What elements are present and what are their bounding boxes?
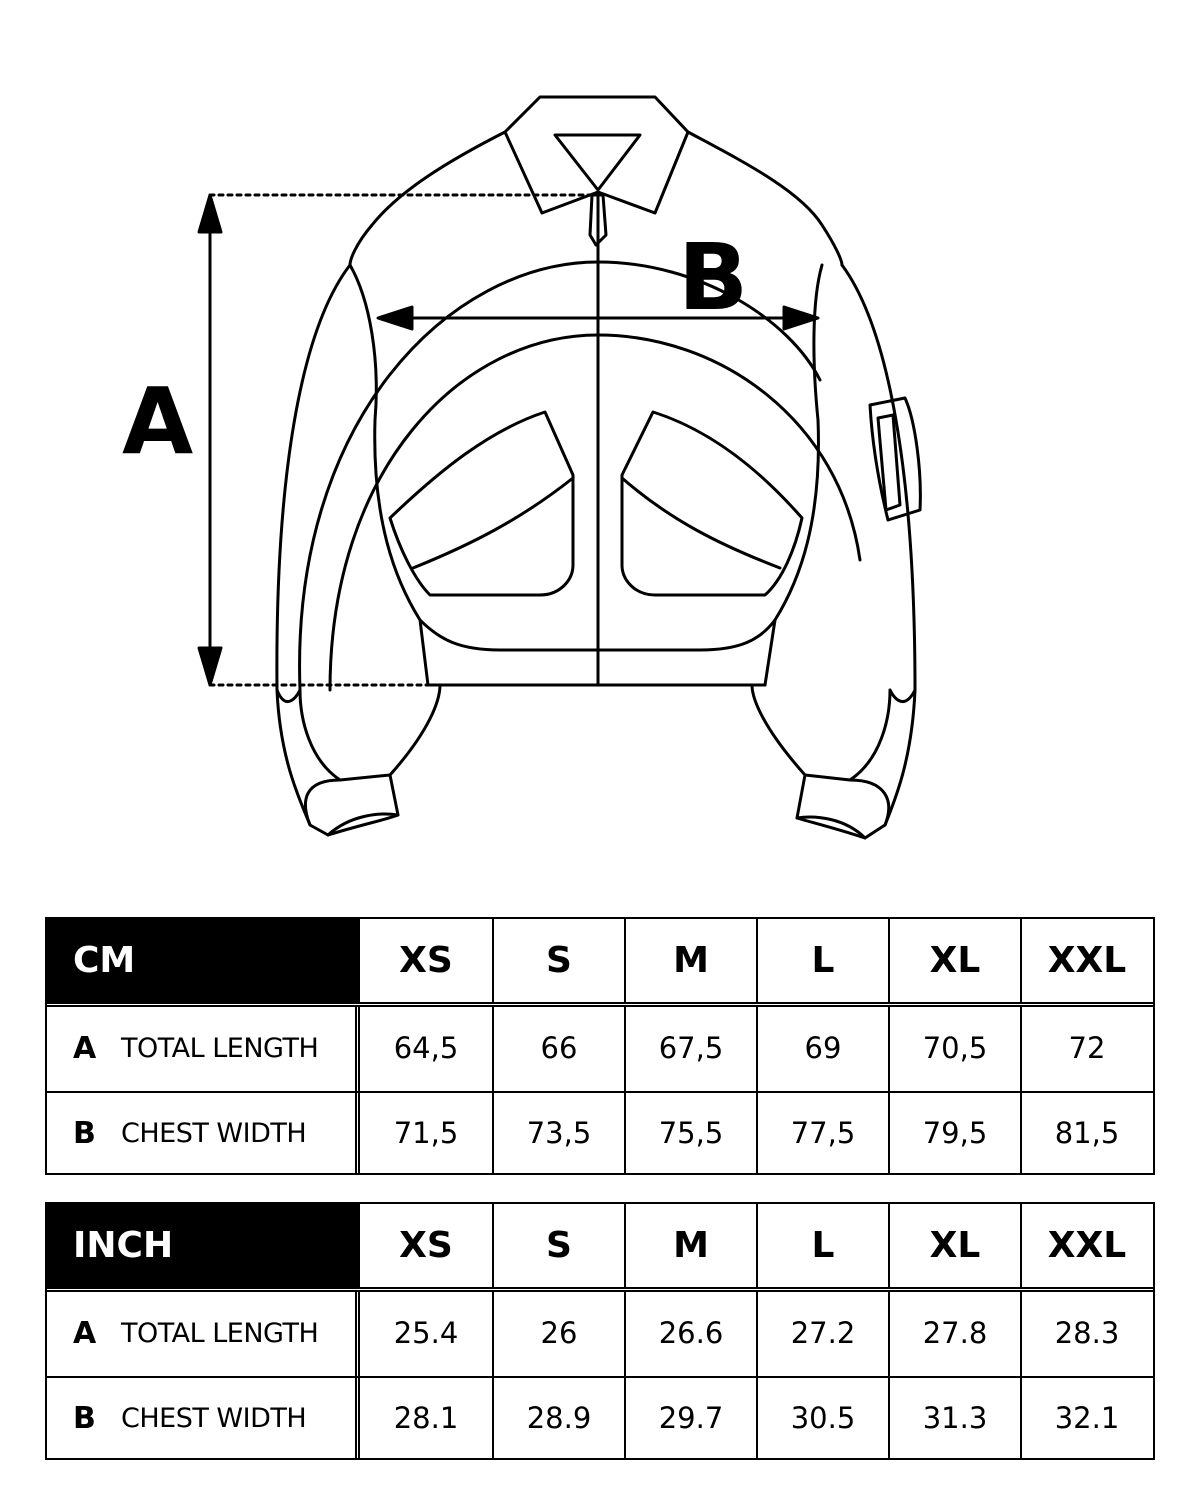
unit-label: INCH	[47, 1204, 360, 1287]
unit-label: CM	[47, 919, 360, 1002]
size-table-cm: CM XS S M L XL XXL A TOTAL LENGTH 64,5 66 67,5 69 70,…	[45, 917, 1155, 1175]
table-cell: 81,5	[1020, 1091, 1152, 1175]
size-header-s: S	[492, 1204, 624, 1287]
table-cell: 67,5	[624, 1005, 756, 1091]
table-cell: 25.4	[393, 1316, 459, 1350]
table-row: B CHEST WIDTH 28.1 28.9 29.7 30.5 31.3 32.1	[47, 1376, 1153, 1460]
table-row: B CHEST WIDTH 71,5 73,5 75,5 77,5 79,5 81,5	[47, 1091, 1153, 1175]
table-cell: 28.1	[393, 1401, 459, 1435]
measurement-label-a: A	[122, 368, 194, 475]
size-header-xl: XL	[888, 1204, 1020, 1287]
measurement-label: A TOTAL LENGTH	[47, 1290, 360, 1376]
table-row: A TOTAL LENGTH 25.4 26 26.6 27.2 27.8 28.3	[47, 1290, 1153, 1378]
table-cell: 70,5	[888, 1005, 1020, 1091]
measurement-name: CHEST WIDTH	[121, 1117, 307, 1149]
measurement-label: B CHEST WIDTH	[47, 1376, 360, 1460]
measurement-name: TOTAL LENGTH	[121, 1317, 319, 1349]
measurement-name: TOTAL LENGTH	[121, 1032, 319, 1064]
measurement-key: B	[73, 1115, 96, 1151]
table-cell: 71,5	[393, 1116, 459, 1150]
table-cell: 27.8	[888, 1290, 1020, 1376]
size-header-s: S	[492, 919, 624, 1002]
size-header-xxl: XXL	[1020, 1204, 1152, 1287]
table-cell: 77,5	[756, 1091, 888, 1175]
size-header-l: L	[756, 1204, 888, 1287]
table-cell: 29.7	[624, 1376, 756, 1460]
table-cell: 26.6	[624, 1290, 756, 1376]
table-cell: 31.3	[888, 1376, 1020, 1460]
table-cell: 27.2	[756, 1290, 888, 1376]
jacket-illustration	[197, 95, 922, 840]
measurement-key: A	[73, 1315, 97, 1351]
table-cell: 28.3	[1020, 1290, 1152, 1376]
table-cell: 72	[1020, 1005, 1152, 1091]
measurement-name: CHEST WIDTH	[121, 1402, 307, 1434]
table-cell: 26	[492, 1290, 624, 1376]
size-header-m: M	[624, 919, 756, 1002]
table-header-row: CM XS S M L XL XXL	[47, 919, 1153, 1007]
size-header-xs: XS	[399, 1225, 453, 1266]
table-cell: 66	[492, 1005, 624, 1091]
table-header-row: INCH XS S M L XL XXL	[47, 1204, 1153, 1292]
measurement-label: A TOTAL LENGTH	[47, 1005, 360, 1091]
table-cell: 64,5	[393, 1031, 459, 1065]
size-table-inch: INCH XS S M L XL XXL A TOTAL LENGTH 25.4 26 26.6 27.…	[45, 1202, 1155, 1460]
measurement-key: B	[73, 1400, 96, 1436]
table-cell: 75,5	[624, 1091, 756, 1175]
table-cell: 79,5	[888, 1091, 1020, 1175]
measurement-key: A	[73, 1030, 97, 1066]
table-cell: 32.1	[1020, 1376, 1152, 1460]
measurement-label-b: B	[678, 224, 749, 331]
table-cell: 30.5	[756, 1376, 888, 1460]
size-header-m: M	[624, 1204, 756, 1287]
size-header-xxl: XXL	[1020, 919, 1152, 1002]
size-header-xl: XL	[888, 919, 1020, 1002]
table-cell: 69	[756, 1005, 888, 1091]
size-header-xs: XS	[399, 940, 453, 981]
table-row: A TOTAL LENGTH 64,5 66 67,5 69 70,5 72	[47, 1005, 1153, 1093]
table-cell: 73,5	[492, 1091, 624, 1175]
size-header-l: L	[756, 919, 888, 1002]
table-cell: 28.9	[492, 1376, 624, 1460]
measurement-label: B CHEST WIDTH	[47, 1091, 360, 1175]
